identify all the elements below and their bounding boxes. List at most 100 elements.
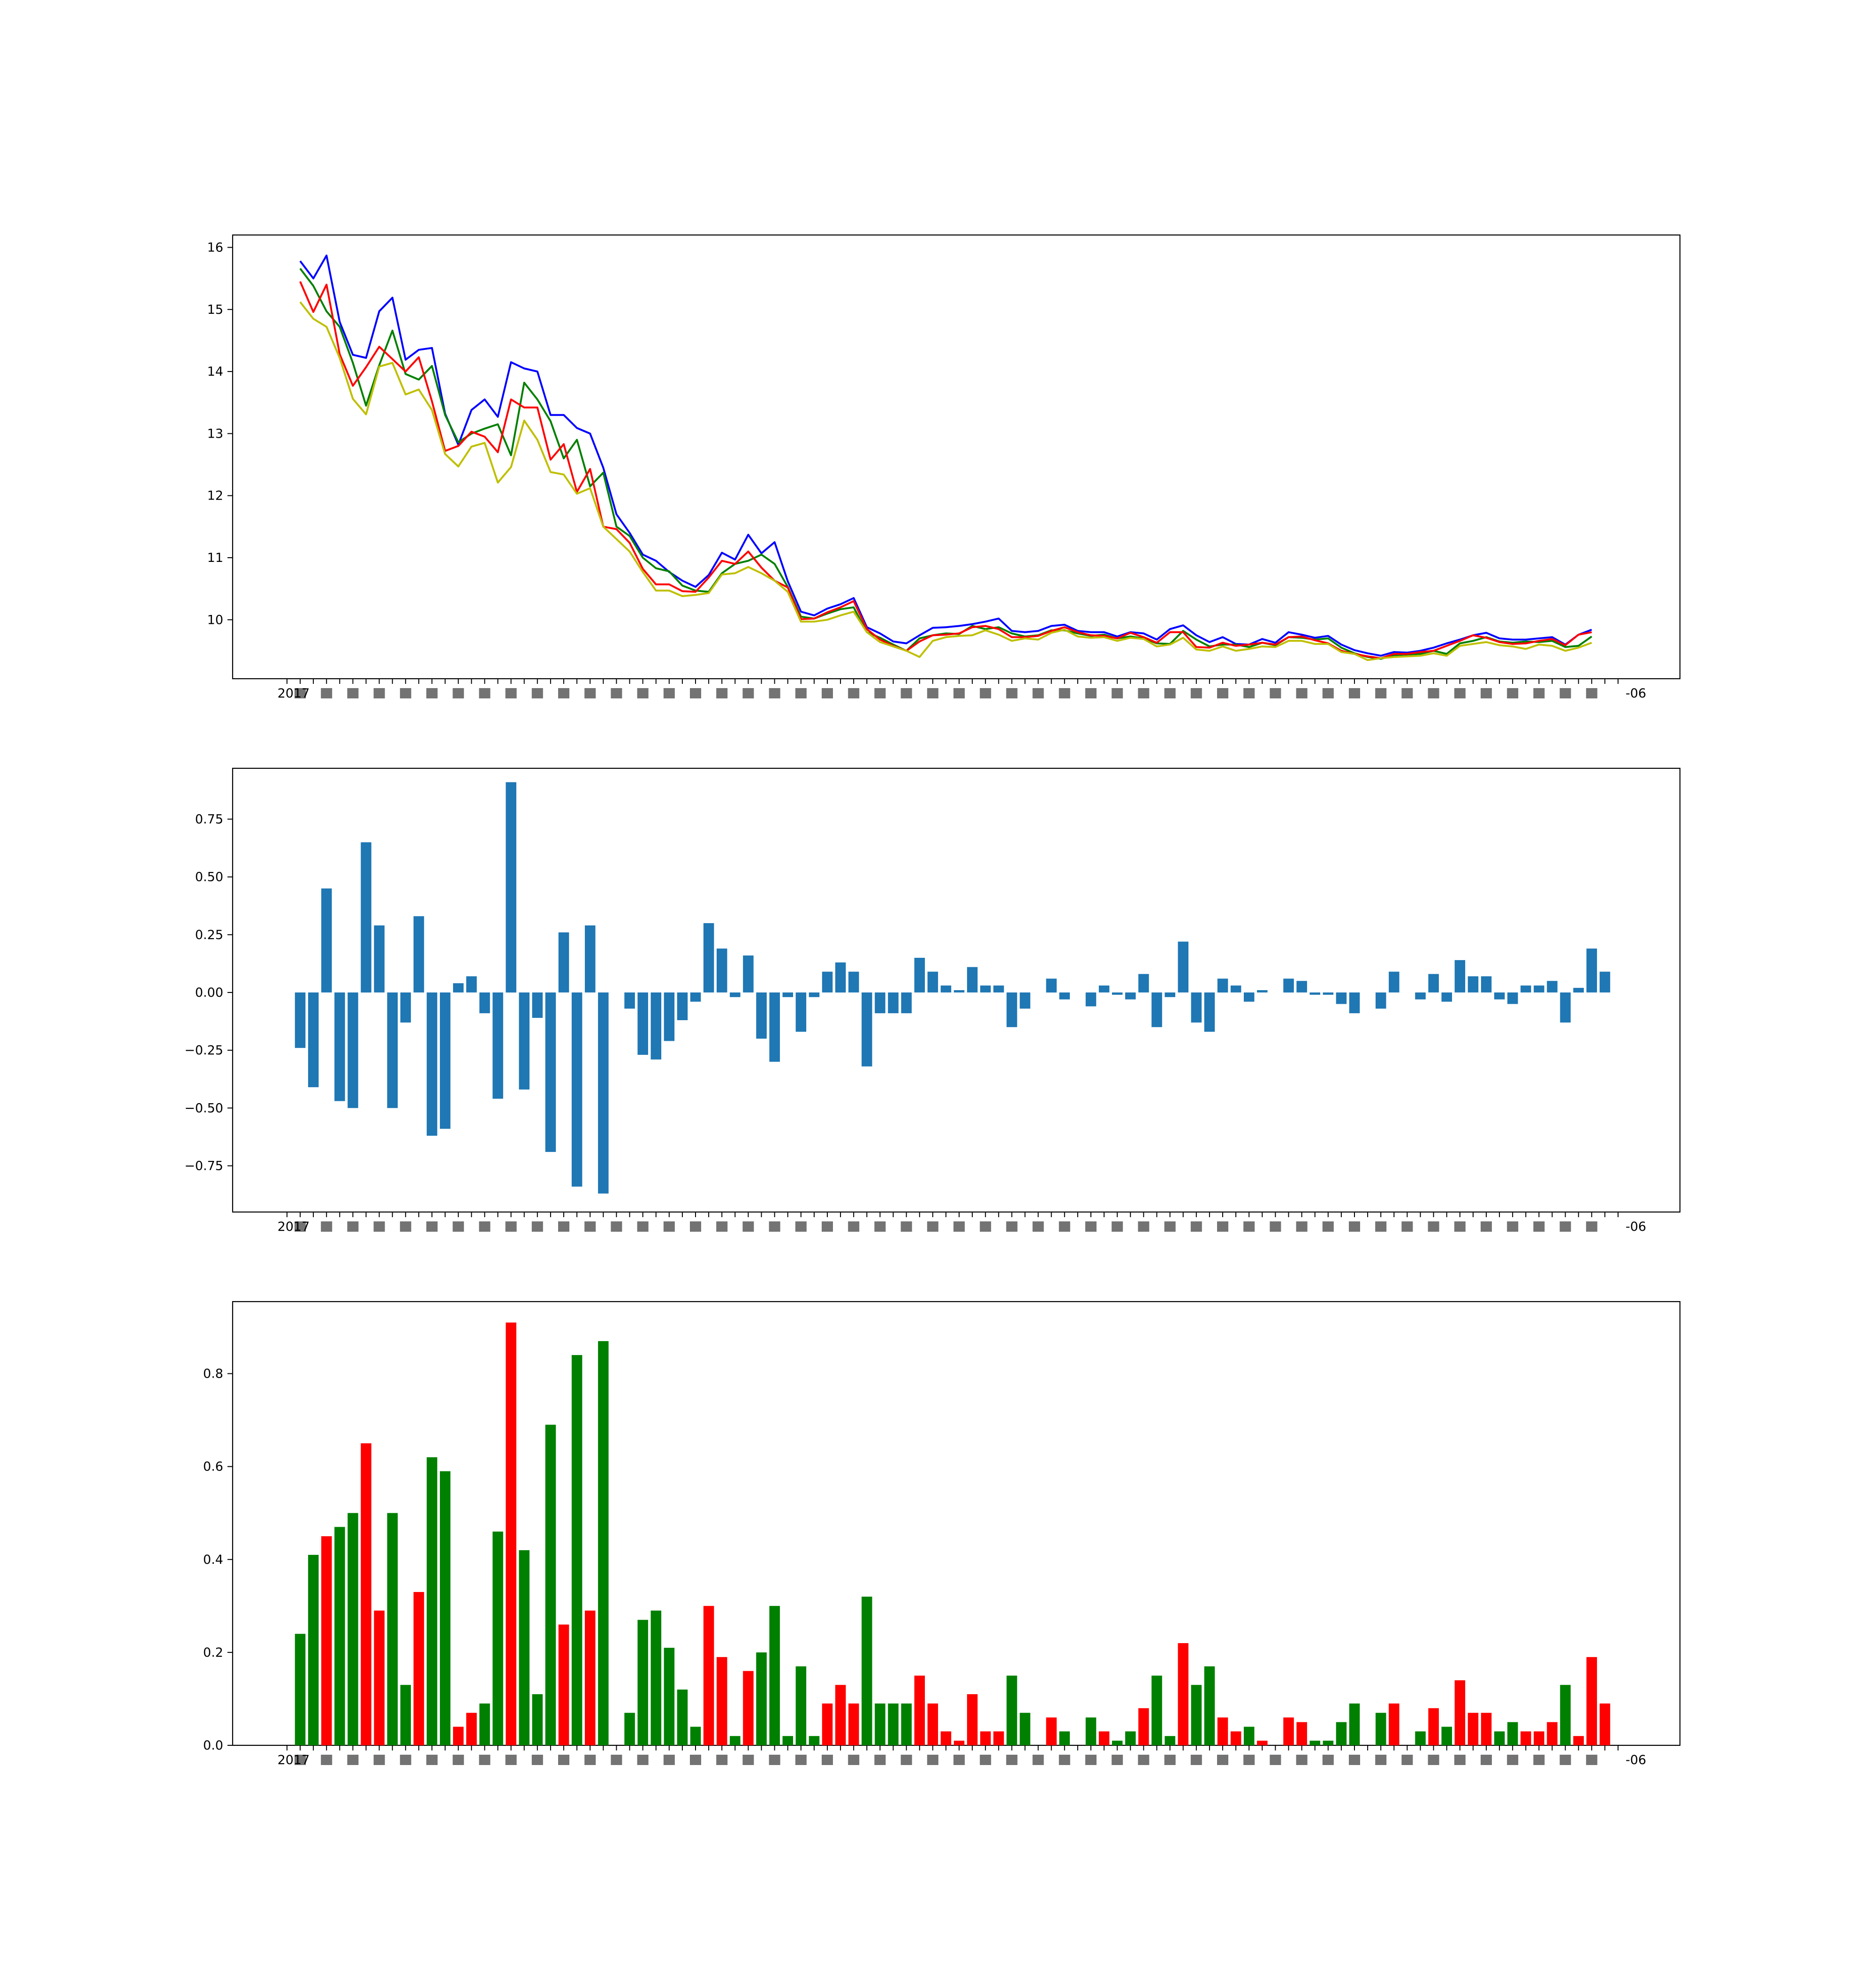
x-tick-label-overlap — [426, 1755, 438, 1765]
magnitude-bar-chart: 0.0 0.2 0.4 0.6 0.8 2017 -06 — [203, 1301, 1681, 1767]
change-bar — [400, 992, 411, 1023]
magnitude-bar — [1599, 1703, 1611, 1745]
magnitude-bar — [782, 1736, 793, 1745]
x-tick-label-overlap — [1533, 688, 1545, 698]
magnitude-bar — [1257, 1741, 1268, 1745]
magnitude-bar — [453, 1727, 464, 1745]
price-series-line-1 — [299, 254, 1592, 657]
x-tick-label-overlap — [479, 1755, 491, 1765]
x-tick-label-overlap — [1349, 1221, 1360, 1232]
change-bar — [769, 992, 780, 1062]
change-y-axis: −0.75 −0.50 −0.25 0.00 0.25 0.50 0.75 — [184, 812, 233, 1173]
y-tick-label: 0.4 — [203, 1553, 223, 1567]
x-tick-label-overlap — [900, 1755, 912, 1765]
magnitude-bar — [703, 1606, 714, 1745]
x-tick-label-overlap — [1533, 1755, 1545, 1765]
change-bar — [730, 992, 741, 997]
magnitude-bar — [506, 1322, 516, 1745]
x-tick-label-overlap — [1322, 1755, 1334, 1765]
x-tick-label-overlap — [1586, 688, 1597, 698]
magnitude-bar — [1125, 1731, 1136, 1745]
magnitude-bar — [914, 1675, 925, 1745]
x-tick-label-overlap — [1454, 688, 1466, 698]
x-tick-label-overlap — [1112, 688, 1123, 698]
y-tick-label: 10 — [207, 613, 223, 627]
price-line-chart: 10 11 12 13 14 15 16 2017 -06 — [207, 234, 1681, 701]
magnitude-bar — [835, 1685, 846, 1745]
x-tick-label-overlap — [1006, 1221, 1018, 1232]
y-tick-label: 14 — [207, 364, 223, 379]
magnitude-bar — [822, 1703, 833, 1745]
magnitude-y-axis: 0.0 0.2 0.4 0.6 0.8 — [203, 1367, 233, 1753]
magnitude-bar — [862, 1597, 872, 1745]
x-tick-label-overlap — [1401, 1755, 1413, 1765]
magnitude-bar — [295, 1634, 306, 1745]
change-bar — [1389, 971, 1399, 993]
magnitude-bar — [940, 1731, 952, 1745]
x-tick-label-overlap — [1059, 1221, 1070, 1232]
magnitude-bar — [598, 1341, 609, 1745]
x-tick-label-overlap — [426, 688, 438, 698]
y-tick-label: 0.0 — [203, 1738, 223, 1753]
change-bar — [506, 782, 516, 993]
x-tick-label-overlap — [1375, 688, 1387, 698]
magnitude-bar — [1138, 1708, 1149, 1745]
magnitude-bar — [1244, 1727, 1255, 1745]
x-tick-label-overlap — [1059, 688, 1070, 698]
change-bar — [1309, 992, 1320, 995]
change-bar — [321, 888, 332, 993]
y-tick-label: −0.50 — [184, 1101, 223, 1115]
x-tick-label-overlap — [848, 1755, 860, 1765]
x-tick-label-overlap — [1533, 1221, 1545, 1232]
change-bar — [1481, 976, 1492, 993]
x-tick-label-overlap — [1032, 1221, 1044, 1232]
magnitude-bar — [1217, 1717, 1228, 1745]
magnitude-bar — [585, 1610, 596, 1745]
change-bar — [980, 985, 991, 993]
magnitude-bar — [901, 1703, 912, 1745]
change-bar — [374, 925, 385, 993]
change-bar — [361, 842, 371, 993]
magnitude-bar — [1006, 1675, 1017, 1745]
price-series-line-3 — [299, 281, 1592, 659]
change-chart-frame — [232, 767, 1681, 1213]
change-bar — [743, 955, 754, 993]
magnitude-bar — [1454, 1680, 1466, 1745]
magnitude-bar — [334, 1527, 345, 1745]
change-bar — [1125, 992, 1136, 1000]
magnitude-bar — [980, 1731, 991, 1745]
change-bars — [295, 782, 1611, 1194]
magnitude-bar — [717, 1657, 727, 1745]
magnitude-bar — [953, 1741, 965, 1745]
x-tick-label-overlap — [1138, 1755, 1150, 1765]
x-tick-label-overlap — [1428, 688, 1439, 698]
magnitude-bar — [875, 1703, 885, 1745]
change-bar — [519, 992, 530, 1090]
magnitude-bar — [1085, 1717, 1097, 1745]
x-tick-label-overlap — [373, 1755, 385, 1765]
x-tick-label-overlap — [795, 1221, 807, 1232]
change-bar — [717, 948, 727, 993]
change-bar — [1165, 992, 1175, 997]
magnitude-bar — [1389, 1703, 1399, 1745]
y-tick-label: −0.25 — [184, 1043, 223, 1058]
change-bar — [1098, 985, 1110, 993]
x-tick-label-overlap — [1059, 1755, 1070, 1765]
change-bar — [651, 992, 661, 1060]
price-y-axis: 10 11 12 13 14 15 16 — [207, 240, 233, 627]
change-bar — [1244, 992, 1255, 1002]
x-tick-label-overlap — [1481, 1221, 1492, 1232]
magnitude-bar — [545, 1424, 556, 1745]
change-bar — [1494, 992, 1505, 1000]
magnitude-bar — [400, 1685, 411, 1745]
magnitude-bar — [1586, 1657, 1597, 1745]
change-bar — [795, 992, 807, 1032]
price-x-axis: 2017 -06 — [278, 679, 1646, 701]
x-tick-label-overlap — [1270, 1755, 1281, 1765]
x-tick-label-overlap — [1032, 688, 1044, 698]
magnitude-bar — [993, 1731, 1004, 1745]
y-tick-label: 0.00 — [195, 985, 223, 1000]
magnitude-bar — [1112, 1741, 1123, 1745]
x-tick-label-overlap — [558, 1755, 569, 1765]
